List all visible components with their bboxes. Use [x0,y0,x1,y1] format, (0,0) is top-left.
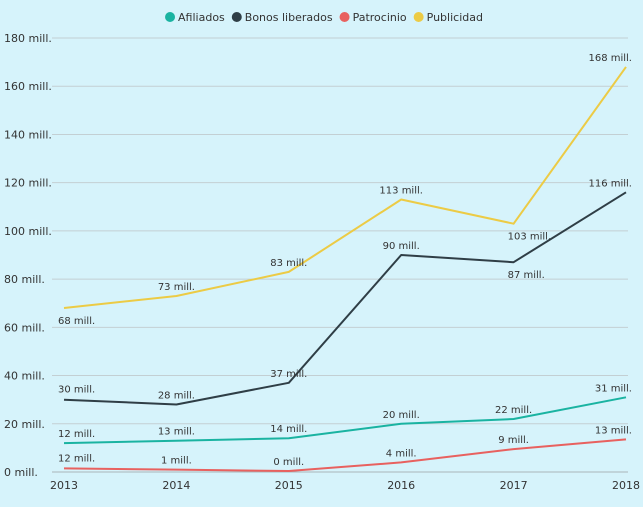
x-tick-label: 2016 [387,479,415,492]
data-labels: 12 mill. 13 mill. 14 mill. 20 mill. 22 mill.… [58,53,632,468]
legend-item-afiliados[interactable]: Afiliados [165,11,225,24]
data-label-publicidad: 83 mill. [270,258,307,269]
data-label-bonos-liberados: 87 mill. [508,270,545,281]
legend: Afiliados Bonos liberados Patrocinio Public… [165,11,483,24]
y-tick-label: 140 mill. [4,128,52,141]
data-label-patrocinio: 9 mill. [498,435,529,446]
data-label-patrocinio: 1 mill. [161,456,192,467]
data-label-afiliados: 13 mill. [158,427,195,438]
legend-swatch [232,12,242,22]
x-tick-label: 2013 [50,479,78,492]
y-tick-label: 20 mill. [4,418,45,431]
data-label-bonos-liberados: 90 mill. [383,241,420,252]
grid-lines [52,38,628,472]
data-label-publicidad: 103 mill. [508,232,552,243]
legend-item-bonos-liberados[interactable]: Bonos liberados [232,11,333,24]
x-tick-label: 2018 [612,479,640,492]
y-tick-label: 60 mill. [4,321,45,334]
y-tick-label: 180 mill. [4,32,52,45]
data-label-patrocinio: 12 mill. [58,453,95,464]
y-tick-label: 0 mill. [4,466,38,479]
x-tick-label: 2015 [275,479,303,492]
data-label-publicidad: 68 mill. [58,316,95,327]
x-axis: 2013 2014 2015 2016 2017 2018 [50,479,640,492]
data-label-publicidad: 168 mill. [588,53,632,64]
legend-label: Bonos liberados [245,11,333,24]
data-label-afiliados: 20 mill. [383,410,420,421]
legend-swatch [414,12,424,22]
data-label-afiliados: 14 mill. [270,424,307,435]
y-tick-label: 100 mill. [4,225,52,238]
x-tick-label: 2017 [500,479,528,492]
data-label-bonos-liberados: 116 mill. [588,178,632,189]
legend-swatch [340,12,350,22]
legend-label: Patrocinio [353,11,407,24]
data-label-patrocinio: 4 mill. [386,448,417,459]
legend-label: Publicidad [427,11,483,24]
series-lines [64,67,626,471]
legend-label: Afiliados [178,11,225,24]
data-label-afiliados: 31 mill. [595,383,632,394]
data-label-patrocinio: 0 mill. [273,457,304,468]
y-tick-label: 80 mill. [4,273,45,286]
data-label-afiliados: 22 mill. [495,405,532,416]
data-label-bonos-liberados: 28 mill. [158,390,195,401]
y-tick-label: 160 mill. [4,80,52,93]
data-label-publicidad: 113 mill. [379,186,423,197]
data-label-patrocinio: 13 mill. [595,425,632,436]
legend-item-patrocinio[interactable]: Patrocinio [340,11,407,24]
y-tick-label: 120 mill. [4,177,52,190]
y-tick-label: 40 mill. [4,370,45,383]
data-label-bonos-liberados: 37 mill. [270,369,307,380]
y-axis: 0 mill. 20 mill. 40 mill. 60 mill. 80 mill. 1… [4,32,52,479]
series-line-patrocinio [64,439,626,471]
data-label-afiliados: 12 mill. [58,429,95,440]
legend-swatch [165,12,175,22]
data-label-bonos-liberados: 30 mill. [58,385,95,396]
data-label-publicidad: 73 mill. [158,282,195,293]
x-tick-label: 2014 [162,479,190,492]
legend-item-publicidad[interactable]: Publicidad [414,11,483,24]
